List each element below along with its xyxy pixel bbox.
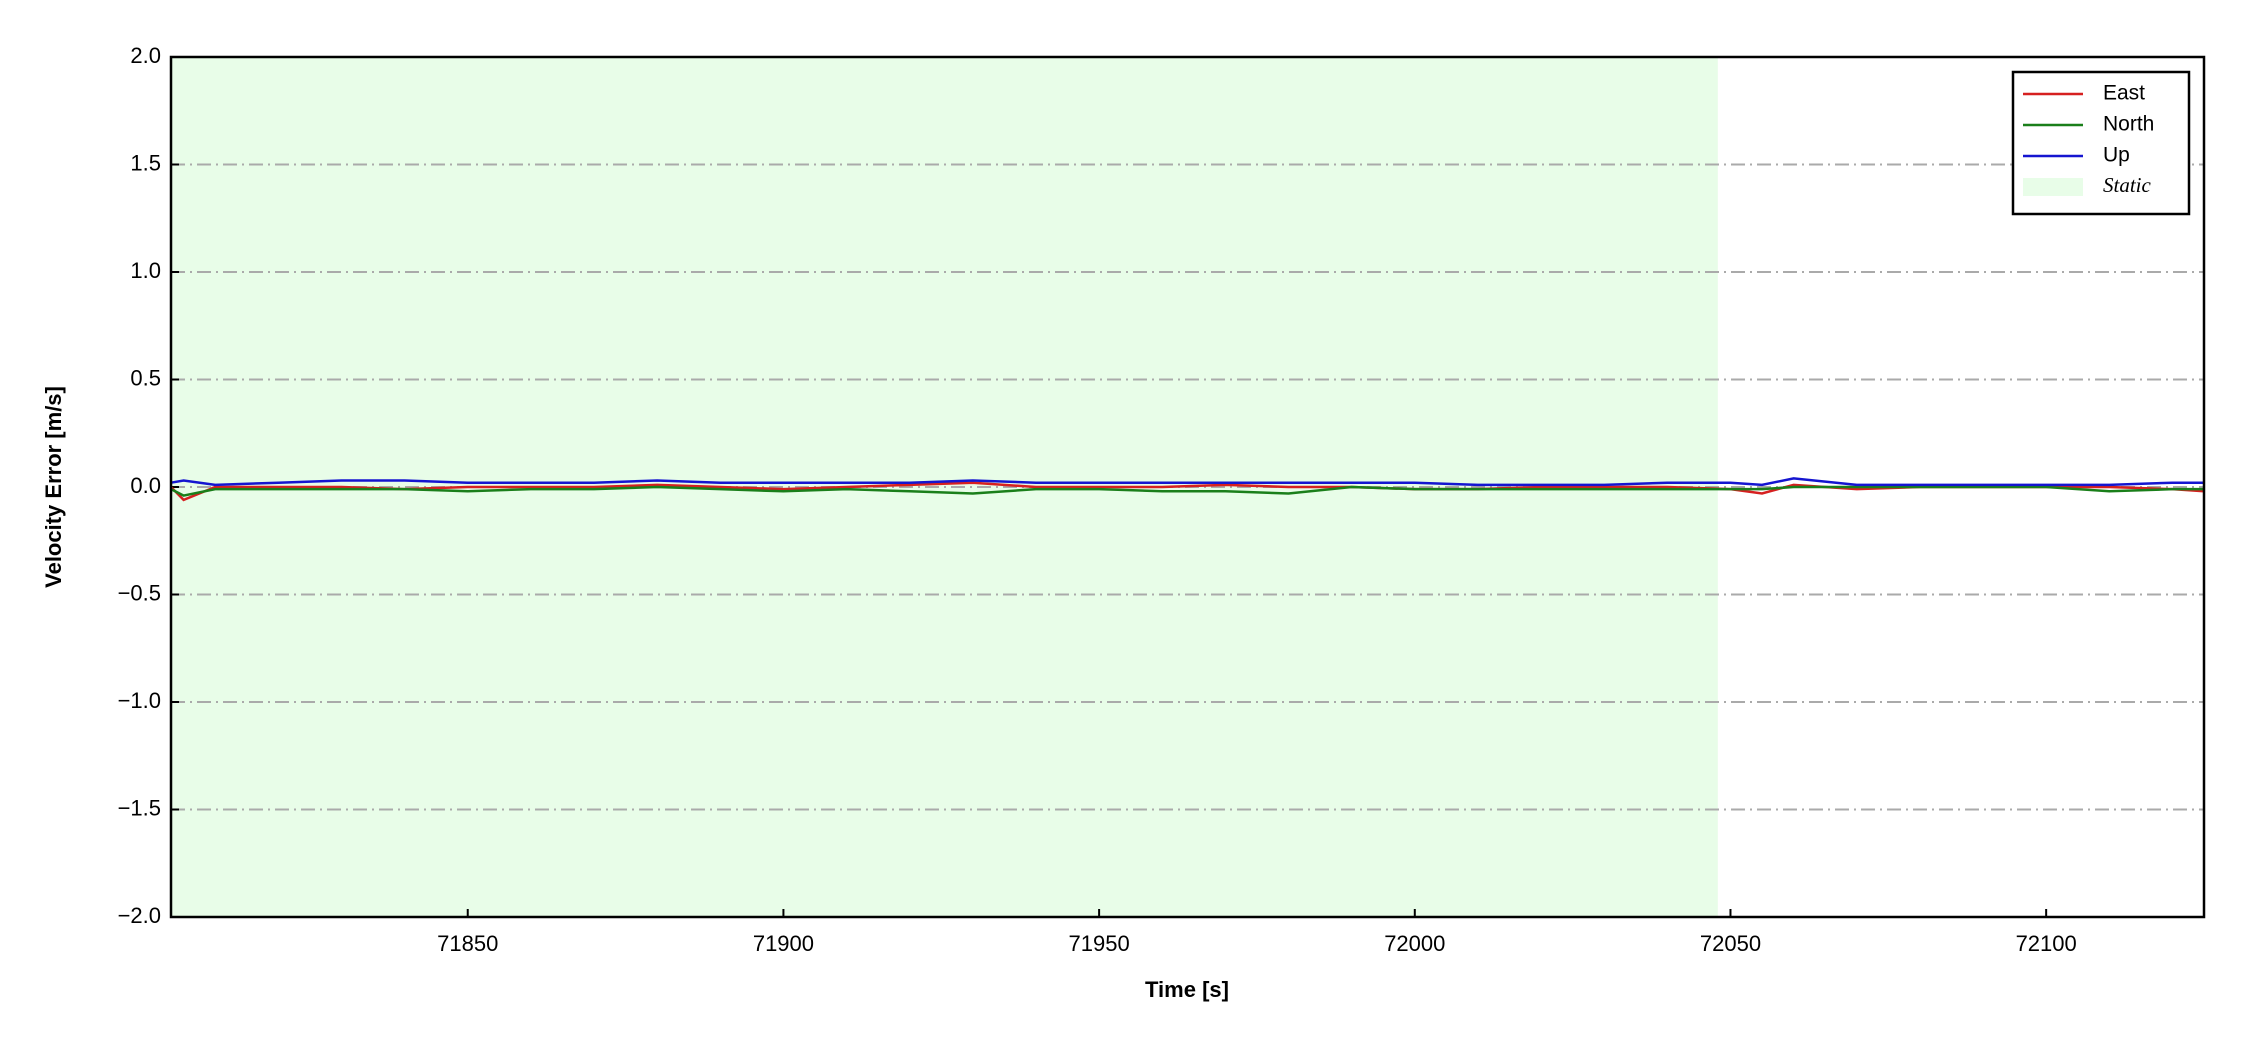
series-line <box>170 481 2205 502</box>
legend: East North Up Static <box>2011 70 2191 216</box>
legend-label: East <box>2103 82 2145 105</box>
plot-frame <box>169 55 2206 919</box>
series-line <box>170 485 2204 497</box>
y-axis-title: Velocity Error [m/s] <box>41 386 66 588</box>
y-tick-label: −1.5 <box>118 795 161 820</box>
x-tick-label: 71850 <box>437 931 498 956</box>
y-tick-label: 2.0 <box>130 43 161 68</box>
y-tick-label: −1.0 <box>118 688 161 713</box>
y-tick-label: 0.5 <box>130 365 161 390</box>
legend-swatch <box>2023 178 2083 196</box>
y-tick-label: −0.5 <box>118 580 161 605</box>
legend-label: North <box>2103 113 2154 136</box>
y-tick-label: 0.0 <box>130 473 161 498</box>
x-axis-title: Time [s] <box>1145 977 1229 1002</box>
x-tick-label: 71950 <box>1069 931 1130 956</box>
x-tick-label: 72100 <box>2016 931 2077 956</box>
series-line <box>170 477 2204 487</box>
legend-label: Up <box>2103 144 2130 167</box>
y-tick-label: 1.5 <box>130 150 161 175</box>
x-tick-label: 72050 <box>1700 931 1761 956</box>
y-tick-label: 1.0 <box>130 258 161 283</box>
y-tick-label: −2.0 <box>118 903 161 928</box>
x-tick-label: 71900 <box>753 931 814 956</box>
x-tick-label: 72000 <box>1384 931 1445 956</box>
legend-label: Static <box>2103 173 2152 197</box>
